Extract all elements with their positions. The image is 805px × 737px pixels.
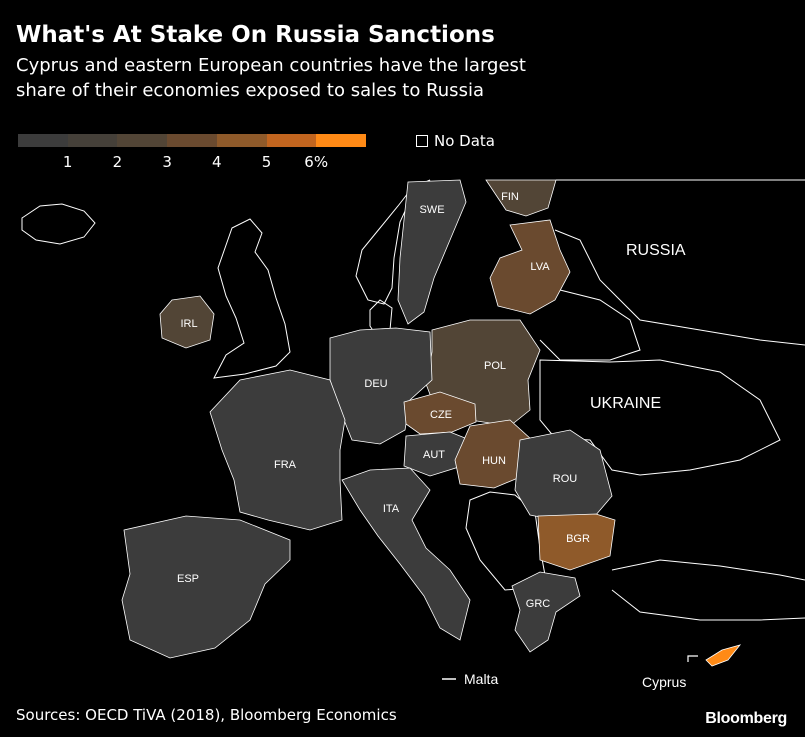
- no-data-swatch: [416, 135, 428, 147]
- country-label-IRL: IRL: [180, 318, 197, 330]
- malta-label: Malta: [464, 671, 498, 687]
- country-SWE: [397, 179, 467, 325]
- source-note: Sources: OECD TiVA (2018), Bloomberg Eco…: [16, 706, 397, 724]
- legend-tick: 3: [162, 153, 172, 171]
- great-britain-outline: [213, 218, 291, 379]
- country-label-POL: POL: [484, 360, 506, 372]
- legend-tick: 2: [112, 153, 123, 171]
- country-label-HUN: HUN: [482, 455, 506, 467]
- legend-bar: [18, 134, 367, 147]
- cyprus-callout-line: [687, 655, 698, 662]
- country-FRA: [209, 369, 346, 531]
- turkey-outline: [611, 559, 805, 621]
- legend-swatch: [266, 134, 317, 147]
- non-oecd-outlines: [21, 179, 805, 621]
- country-label-FRA: FRA: [274, 459, 297, 471]
- europe-map: FIN SWE LVA IRL POL DEU CZE AUT HUN ROU …: [21, 179, 805, 690]
- region-labels: RUSSIA UKRAINE Malta Cyprus: [464, 242, 686, 690]
- legend-swatch: [216, 134, 267, 147]
- country-LVA: [489, 219, 571, 315]
- country-fills: [121, 179, 742, 667]
- ukraine-label: UKRAINE: [590, 395, 661, 412]
- country-label-FIN: FIN: [501, 191, 519, 203]
- chart-subtitle: Cyprus and eastern European countries ha…: [16, 55, 526, 101]
- norway-outline: [355, 179, 431, 305]
- color-legend: 1 2 3 4 5 6%: [18, 134, 367, 175]
- country-label-DEU: DEU: [364, 378, 387, 390]
- country-IRL: [159, 295, 215, 349]
- legend-ticks: 1 2 3 4 5 6%: [18, 153, 366, 175]
- country-FIN: [485, 179, 557, 217]
- no-data-legend: No Data: [416, 132, 495, 150]
- iceland-outline: [21, 203, 96, 245]
- country-label-LVA: LVA: [530, 261, 550, 273]
- cyprus-callout: [687, 655, 698, 662]
- country-CYP: [705, 644, 742, 667]
- legend-swatch: [316, 134, 367, 147]
- country-BGR: [537, 513, 616, 571]
- legend-tick: 4: [212, 153, 222, 171]
- country-label-GRC: GRC: [526, 598, 551, 610]
- russia-label: RUSSIA: [626, 242, 686, 259]
- country-ESP: [121, 515, 291, 659]
- country-labels: FIN SWE LVA IRL POL DEU CZE AUT HUN ROU …: [177, 191, 590, 610]
- country-label-BGR: BGR: [566, 533, 590, 545]
- country-label-ROU: ROU: [553, 473, 578, 485]
- country-ITA: [341, 467, 471, 641]
- legend-swatch: [117, 134, 168, 147]
- legend-swatch: [67, 134, 118, 147]
- russia-outline: [554, 179, 805, 346]
- legend-tick: 5: [261, 153, 272, 171]
- cyprus-label: Cyprus: [642, 674, 686, 690]
- country-CZE: [403, 391, 477, 435]
- legend-swatch: [18, 134, 68, 147]
- belarus-outline: [539, 289, 641, 361]
- country-GRC: [511, 571, 581, 653]
- country-label-SWE: SWE: [419, 204, 444, 216]
- country-label-ESP: ESP: [177, 573, 199, 585]
- chart-title: What's At Stake On Russia Sanctions: [16, 22, 495, 48]
- country-label-CZE: CZE: [430, 409, 452, 421]
- no-data-label: No Data: [434, 132, 495, 150]
- legend-swatch: [167, 134, 217, 147]
- legend-tick: 6%: [304, 153, 329, 171]
- country-HUN: [454, 419, 533, 489]
- country-label-ITA: ITA: [383, 503, 400, 515]
- country-label-AUT: AUT: [423, 449, 445, 461]
- bloomberg-logo: Bloomberg: [705, 710, 787, 727]
- legend-tick: 1: [62, 153, 73, 171]
